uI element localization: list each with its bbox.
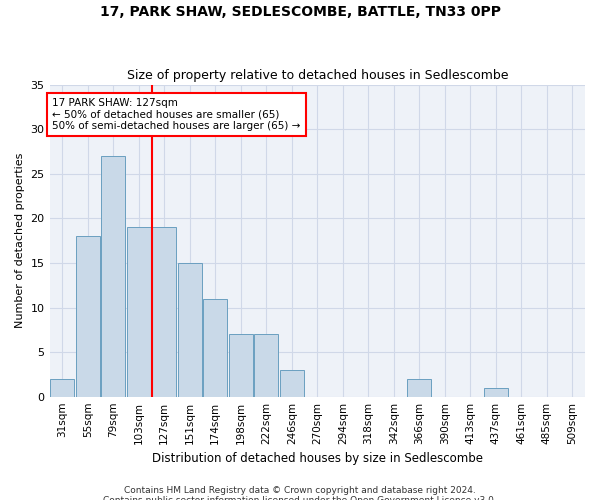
Bar xyxy=(254,334,278,396)
Bar xyxy=(407,379,431,396)
Bar xyxy=(127,227,151,396)
Y-axis label: Number of detached properties: Number of detached properties xyxy=(15,153,25,328)
Title: Size of property relative to detached houses in Sedlescombe: Size of property relative to detached ho… xyxy=(127,69,508,82)
Bar xyxy=(484,388,508,396)
Bar xyxy=(229,334,253,396)
Text: Contains HM Land Registry data © Crown copyright and database right 2024.: Contains HM Land Registry data © Crown c… xyxy=(124,486,476,495)
Bar xyxy=(152,227,176,396)
Bar xyxy=(50,379,74,396)
Bar xyxy=(76,236,100,396)
Text: Contains public sector information licensed under the Open Government Licence v3: Contains public sector information licen… xyxy=(103,496,497,500)
Bar xyxy=(101,156,125,396)
Text: 17 PARK SHAW: 127sqm
← 50% of detached houses are smaller (65)
50% of semi-detac: 17 PARK SHAW: 127sqm ← 50% of detached h… xyxy=(52,98,301,131)
Bar xyxy=(178,263,202,396)
Bar xyxy=(203,298,227,396)
X-axis label: Distribution of detached houses by size in Sedlescombe: Distribution of detached houses by size … xyxy=(152,452,483,465)
Bar xyxy=(280,370,304,396)
Text: 17, PARK SHAW, SEDLESCOMBE, BATTLE, TN33 0PP: 17, PARK SHAW, SEDLESCOMBE, BATTLE, TN33… xyxy=(100,5,500,19)
